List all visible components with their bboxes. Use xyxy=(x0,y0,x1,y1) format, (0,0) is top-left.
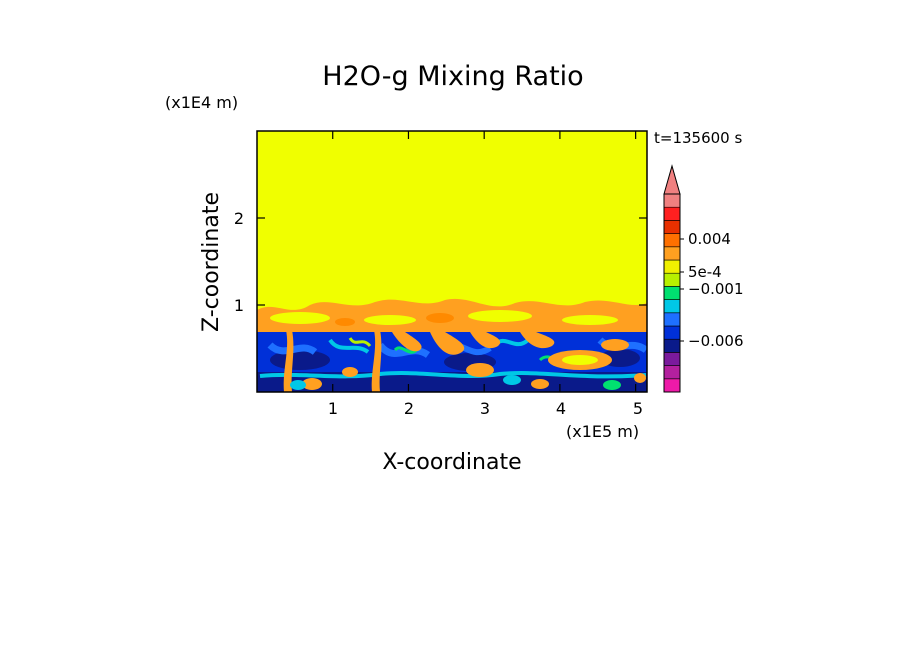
colorbar-segment xyxy=(663,233,681,248)
colorbar-segment xyxy=(663,299,681,314)
cyan-blob xyxy=(290,380,306,390)
cyan-wisp xyxy=(259,371,647,379)
cyan-blob xyxy=(503,375,521,385)
colorbar xyxy=(663,164,681,393)
cyan-wisp xyxy=(328,338,370,354)
colorbar-segment xyxy=(663,378,681,393)
colorbar-label: 0.004 xyxy=(688,230,731,248)
dark-orange-patch xyxy=(335,318,355,326)
y-scale-label: (x1E4 m) xyxy=(165,93,238,112)
y-axis-ticks xyxy=(257,217,647,306)
chart-title: H2O-g Mixing Ratio xyxy=(322,61,583,92)
colorbar-ticks xyxy=(680,238,684,342)
orange-swirl xyxy=(430,332,465,355)
orange-swirl xyxy=(520,332,555,349)
light-blue-swirl xyxy=(377,342,431,359)
green-blob xyxy=(603,380,621,390)
colorbar-label: 5e-4 xyxy=(688,263,722,281)
colorbar-label: −0.006 xyxy=(688,332,744,350)
yellow-pocket xyxy=(270,312,330,324)
heatmap-field xyxy=(257,131,647,392)
x-axis-title: X-coordinate xyxy=(382,450,521,475)
colorbar-segment xyxy=(663,352,681,366)
colorbar-top-arrow xyxy=(663,164,681,195)
x-tick-label: 4 xyxy=(556,399,566,418)
orange-blob xyxy=(634,373,646,383)
colorbar-segment xyxy=(663,338,681,353)
orange-plume xyxy=(371,330,382,392)
orange-swirl xyxy=(470,332,501,349)
colorbar-segment xyxy=(663,220,681,234)
colorbar-segment xyxy=(663,325,681,340)
colorbar-segment xyxy=(663,286,681,300)
x-tick-label: 3 xyxy=(480,399,490,418)
dark-orange-patch xyxy=(426,313,454,323)
x-scale-label: (x1E5 m) xyxy=(566,422,639,441)
orange-blob xyxy=(342,367,358,377)
yellow-pocket xyxy=(562,315,618,325)
x-tick-label: 1 xyxy=(328,399,338,418)
colorbar-segment xyxy=(663,272,681,287)
colorbar-segment xyxy=(663,246,681,261)
y-tick-label: 2 xyxy=(234,209,244,228)
yellow-blob xyxy=(562,355,598,365)
time-label: t=135600 s xyxy=(654,129,742,147)
yellow-pocket xyxy=(468,310,532,322)
colorbar-segment xyxy=(663,206,681,221)
orange-blob xyxy=(466,363,494,377)
yellow-pocket xyxy=(364,315,416,325)
colorbar-segment xyxy=(663,312,681,327)
x-tick-label: 5 xyxy=(633,399,643,418)
colorbar-frame xyxy=(663,193,681,393)
lime-wisp xyxy=(348,337,372,348)
colorbar-segment xyxy=(663,365,681,380)
plot-frame xyxy=(256,130,648,393)
colorbar-segment xyxy=(663,193,681,208)
colorbar-segment xyxy=(663,259,681,274)
navy-patch xyxy=(270,350,330,370)
colorbar-label: −0.001 xyxy=(688,280,744,298)
y-axis-title: Z-coordinate xyxy=(199,192,224,332)
orange-blob xyxy=(302,378,322,390)
orange-blob xyxy=(601,339,629,351)
y-tick-label: 1 xyxy=(234,296,244,315)
orange-swirl xyxy=(392,332,422,352)
x-axis-ticks xyxy=(332,131,637,392)
x-tick-label: 2 xyxy=(404,399,414,418)
orange-plume xyxy=(283,330,294,392)
orange-blob xyxy=(531,379,549,389)
